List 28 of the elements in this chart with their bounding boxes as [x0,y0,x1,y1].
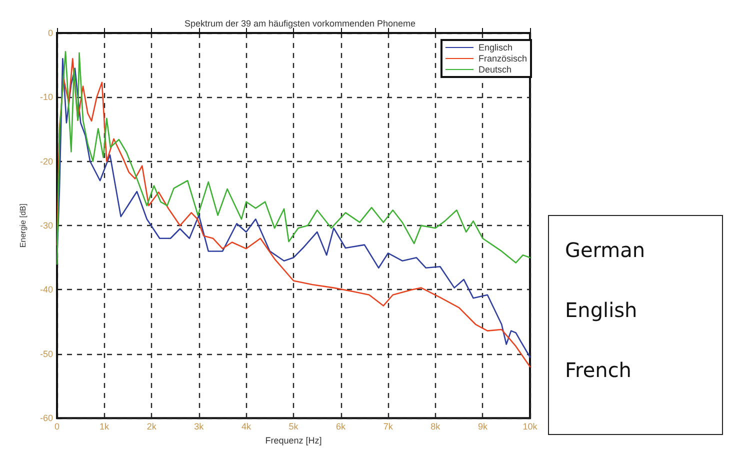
y-tick-label: -30 [40,220,53,231]
line-series [56,50,531,265]
y-tick-label: -60 [40,413,53,424]
y-tick-label: -50 [40,348,53,359]
y-tick-label: -10 [40,92,53,102]
x-tick-label: 2k [146,422,157,432]
x-tick-label: 3k [194,422,204,432]
x-tick-label: 9k [478,422,488,432]
x-tick-label: 6k [336,422,346,432]
x-tick-label: 0 [54,422,60,432]
legend-label: Deutsch [478,64,512,74]
x-tick-label: 4k [241,422,252,432]
legend-label: Englisch [478,42,513,52]
text: German [565,238,646,264]
x-tick-label: 10k [522,422,538,432]
chart-title: Spektrum der 39 am häufigsten vorkommenden Phoneme [184,18,416,28]
text: English [565,298,638,324]
x-tick-label: 1k [100,422,110,432]
text: French [565,358,632,384]
y-tick-label: -20 [40,156,53,166]
y-tick-label: 0 [48,28,53,38]
legend-label: Französisch [478,54,527,64]
y-tick-label: -40 [40,284,53,295]
y-axis-title: Energie [dB] [18,204,28,248]
x-tick-label: 5k [288,422,299,432]
x-tick-label: 8k [430,422,441,432]
x-axis-title: Frequenz [Hz] [265,436,322,446]
x-tick-label: 7k [383,422,394,432]
